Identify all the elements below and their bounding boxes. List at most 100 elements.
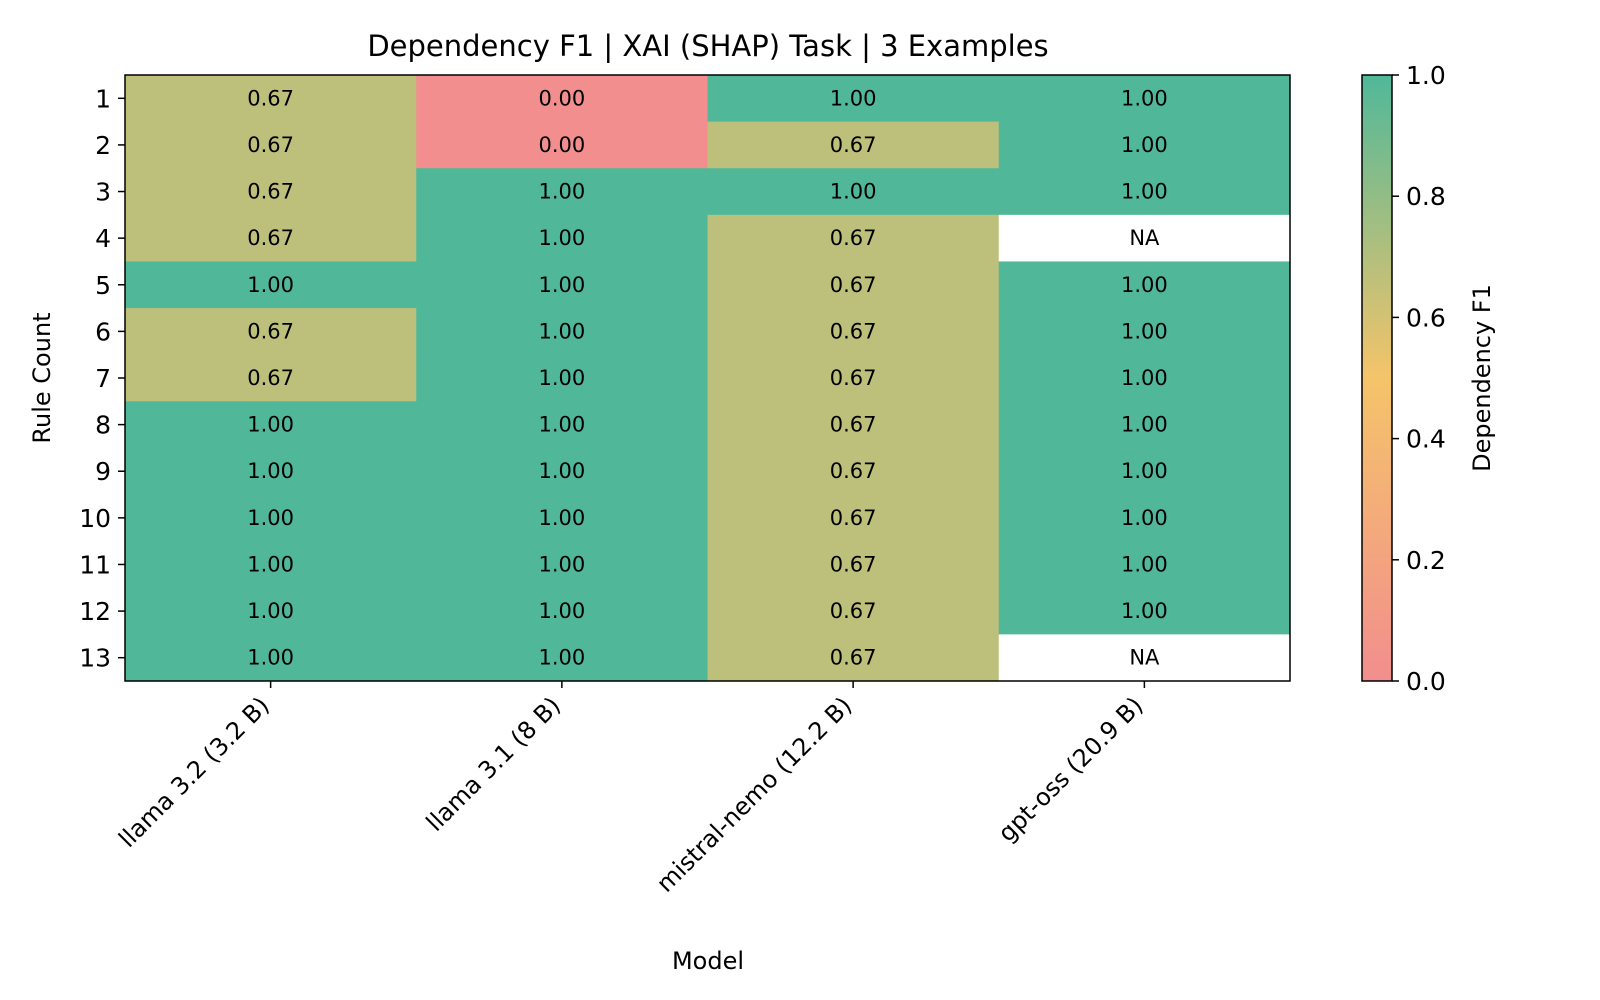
heatmap-cell bbox=[125, 75, 417, 123]
heatmap-cell bbox=[707, 587, 1000, 635]
chart-title: Dependency F1 | XAI (SHAP) Task | 3 Exam… bbox=[367, 29, 1048, 63]
heatmap-cell bbox=[998, 214, 1291, 262]
heatmap-cell bbox=[998, 168, 1291, 216]
cell-value-label: 1.00 bbox=[1121, 366, 1168, 390]
heatmap-cell bbox=[125, 634, 417, 682]
cell-value-label: 1.00 bbox=[538, 273, 585, 297]
cell-value-label: NA bbox=[1129, 646, 1160, 670]
colorbar-tick-label: 0.8 bbox=[1406, 182, 1446, 211]
heatmap-cell bbox=[416, 541, 708, 589]
cell-value-label: 1.00 bbox=[247, 459, 294, 483]
x-tick-label: llama 3.1 (8 B) bbox=[421, 691, 566, 836]
cell-value-label: 0.67 bbox=[247, 133, 294, 157]
colorbar-ticks: 0.0 0.2 0.4 0.6 0.8 1.0 bbox=[1392, 61, 1446, 696]
cell-value-label: 0.67 bbox=[830, 599, 877, 623]
y-tick-label: 5 bbox=[95, 271, 111, 300]
heatmap-cell bbox=[416, 308, 708, 356]
cell-value-label: 1.00 bbox=[1121, 413, 1168, 437]
heatmap-cell bbox=[707, 541, 1000, 589]
heatmap-cell bbox=[125, 587, 417, 635]
heatmap-cell bbox=[416, 121, 708, 169]
heatmap-cell bbox=[707, 494, 1000, 542]
cell-value-label: 0.00 bbox=[538, 133, 585, 157]
heatmap-cell bbox=[416, 354, 708, 402]
heatmap-cell bbox=[707, 121, 1000, 169]
cell-value-label: 1.00 bbox=[1121, 552, 1168, 576]
cell-value-label: 1.00 bbox=[538, 646, 585, 670]
heatmap-cell bbox=[416, 447, 708, 496]
colorbar-tick-label: 1.0 bbox=[1406, 61, 1446, 90]
heatmap-cell bbox=[998, 308, 1291, 356]
cell-value-label: 0.67 bbox=[830, 133, 877, 157]
cell-value-label: 1.00 bbox=[538, 552, 585, 576]
cell-value-label: 0.67 bbox=[830, 226, 877, 250]
heatmap-cell bbox=[998, 261, 1291, 309]
colorbar-tick-label: 0.6 bbox=[1406, 303, 1446, 332]
colorbar-label: Dependency F1 bbox=[1468, 284, 1496, 472]
y-tick-label: 11 bbox=[79, 550, 111, 579]
colorbar bbox=[1361, 74, 1393, 682]
heatmap-cell bbox=[416, 168, 708, 216]
cell-value-label: 0.67 bbox=[830, 273, 877, 297]
cell-value-label: 1.00 bbox=[538, 459, 585, 483]
cell-value-label: 1.00 bbox=[1121, 86, 1168, 110]
x-tick-label: gpt-oss (20.9 B) bbox=[993, 691, 1149, 847]
heatmap-cells bbox=[125, 75, 1291, 682]
heatmap-cell bbox=[707, 168, 1000, 216]
heatmap-cell bbox=[125, 308, 417, 356]
y-tick-label: 6 bbox=[95, 317, 111, 346]
cell-value-label: 1.00 bbox=[538, 599, 585, 623]
x-axis-label: Model bbox=[672, 947, 744, 975]
cell-value-label: 0.67 bbox=[830, 366, 877, 390]
cell-value-label: NA bbox=[1129, 226, 1160, 250]
cell-value-label: 1.00 bbox=[247, 646, 294, 670]
heatmap-cell bbox=[416, 401, 708, 449]
heatmap-cell bbox=[416, 261, 708, 309]
y-tick-label: 3 bbox=[95, 178, 111, 207]
colorbar-tick-label: 0.4 bbox=[1406, 425, 1446, 454]
cell-value-label: 1.00 bbox=[538, 180, 585, 204]
cell-value-label: 0.67 bbox=[830, 413, 877, 437]
cell-value-label: 1.00 bbox=[1121, 133, 1168, 157]
cell-value-label: 0.67 bbox=[830, 552, 877, 576]
cell-value-label: 0.67 bbox=[830, 319, 877, 343]
heatmap-cell bbox=[998, 494, 1291, 542]
cell-value-label: 1.00 bbox=[1121, 319, 1168, 343]
cell-value-label: 1.00 bbox=[1121, 599, 1168, 623]
heatmap-cell bbox=[125, 168, 417, 216]
cell-value-label: 1.00 bbox=[1121, 180, 1168, 204]
heatmap-cell bbox=[125, 354, 417, 402]
cell-value-label: 1.00 bbox=[1121, 506, 1168, 530]
cell-value-label: 1.00 bbox=[247, 599, 294, 623]
heatmap-cell bbox=[416, 587, 708, 635]
y-tick-label: 12 bbox=[79, 597, 111, 626]
cell-value-label: 1.00 bbox=[830, 86, 877, 110]
y-tick-label: 7 bbox=[95, 364, 111, 393]
heatmap-cell bbox=[707, 354, 1000, 402]
cell-value-label: 1.00 bbox=[538, 413, 585, 437]
heatmap-cell bbox=[125, 541, 417, 589]
cell-value-label: 0.67 bbox=[830, 646, 877, 670]
heatmap-cell bbox=[416, 494, 708, 542]
heatmap-cell bbox=[416, 634, 708, 682]
heatmap-cell bbox=[707, 447, 1000, 496]
colorbar-tick-label: 0.2 bbox=[1406, 546, 1446, 575]
cell-value-label: 0.67 bbox=[247, 319, 294, 343]
heatmap-cell bbox=[707, 401, 1000, 449]
heatmap-cell bbox=[998, 634, 1291, 682]
heatmap-cell bbox=[125, 121, 417, 169]
cell-value-label: 1.00 bbox=[247, 552, 294, 576]
heatmap-cell bbox=[707, 75, 1000, 123]
y-tick-label: 1 bbox=[95, 84, 111, 113]
heatmap-cell bbox=[125, 261, 417, 309]
heatmap-cell bbox=[998, 541, 1291, 589]
heatmap-cell bbox=[707, 634, 1000, 682]
cell-value-label: 0.67 bbox=[830, 506, 877, 530]
heatmap-cell bbox=[998, 354, 1291, 402]
heatmap-cell bbox=[707, 261, 1000, 309]
cell-value-label: 1.00 bbox=[538, 366, 585, 390]
cell-value-label: 0.67 bbox=[247, 180, 294, 204]
heatmap-cell bbox=[125, 214, 417, 262]
heatmap-cell bbox=[707, 214, 1000, 262]
